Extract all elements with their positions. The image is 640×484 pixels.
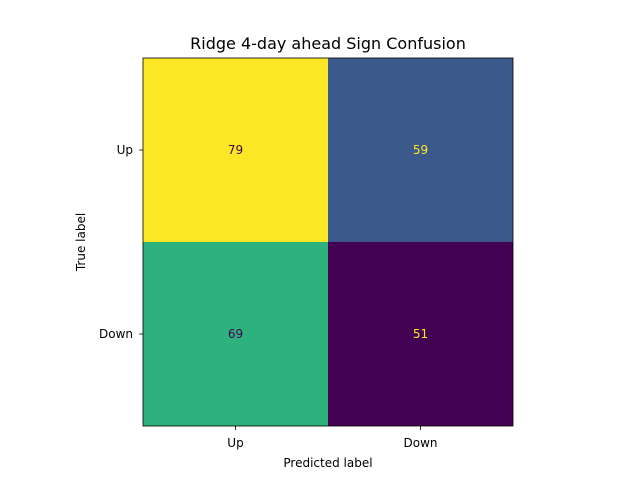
x-tick-label: Down <box>403 436 437 450</box>
cell-value-label: 59 <box>413 143 428 157</box>
x-axis-label: Predicted label <box>283 456 372 470</box>
y-axis-label: True label <box>74 213 88 272</box>
y-tick-label: Up <box>117 143 133 157</box>
cell-value-label: 79 <box>228 143 243 157</box>
heatmap-cell <box>143 242 328 426</box>
cell-value-label: 51 <box>413 327 428 341</box>
heatmap-cell <box>328 242 513 426</box>
heatmap-cell <box>328 58 513 242</box>
heatmap-cell <box>143 58 328 242</box>
x-tick-label: Up <box>227 436 243 450</box>
cell-value-labels: 79 59 69 51 <box>228 143 428 341</box>
y-tick-label: Down <box>99 327 133 341</box>
chart-title: Ridge 4-day ahead Sign Confusion <box>190 34 466 53</box>
plot-frame <box>142 57 514 427</box>
y-axis-ticks: Up Down <box>99 143 143 341</box>
cell-value-label: 69 <box>228 327 243 341</box>
heatmap-cells <box>143 58 513 426</box>
x-axis-ticks: Up Down <box>227 426 438 450</box>
